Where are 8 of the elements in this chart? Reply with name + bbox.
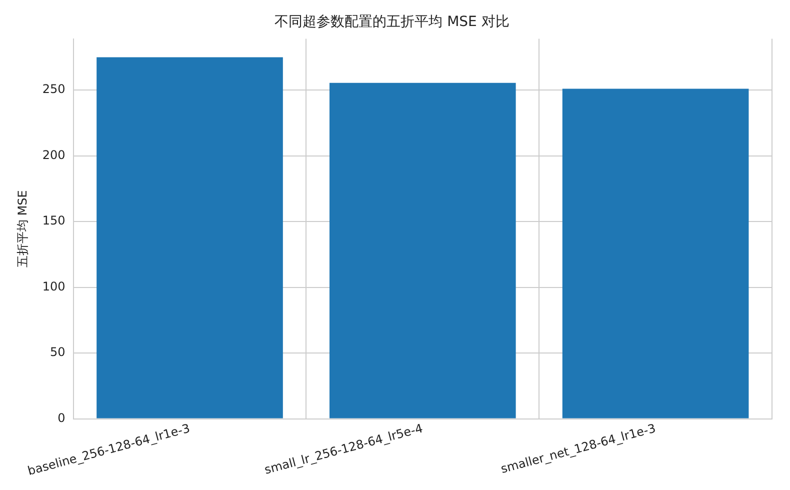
y-tick-label: 200 bbox=[42, 148, 66, 162]
y-tick-label: 0 bbox=[58, 410, 66, 425]
y-tick-label: 100 bbox=[42, 279, 66, 294]
y-tick-label: 250 bbox=[42, 82, 66, 96]
chart-title: 不同超参数配置的五折平均 MSE 对比 bbox=[274, 14, 510, 30]
y-tick-label: 150 bbox=[42, 214, 66, 228]
y-tick-label: 50 bbox=[50, 345, 66, 360]
y-axis-title: 五折平均 MSE bbox=[15, 190, 30, 268]
